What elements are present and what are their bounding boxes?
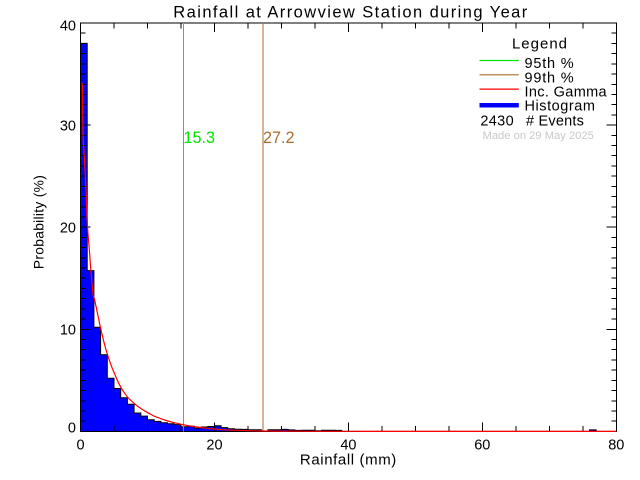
svg-text:15.3: 15.3 <box>184 129 216 147</box>
svg-text:40: 40 <box>60 19 76 35</box>
svg-text:0: 0 <box>76 438 84 454</box>
svg-text:Inc. Gamma: Inc. Gamma <box>525 84 608 100</box>
svg-text:27.2: 27.2 <box>263 129 295 147</box>
svg-text:Histogram: Histogram <box>525 99 596 115</box>
svg-text:Rainfall at Arrowview Station: Rainfall at Arrowview Station during Yea… <box>173 4 528 22</box>
svg-text:Legend: Legend <box>512 35 568 52</box>
svg-text:0: 0 <box>68 421 76 437</box>
svg-text:Probability (%): Probability (%) <box>32 175 47 269</box>
svg-text:# Events: # Events <box>526 113 584 129</box>
svg-text:60: 60 <box>474 438 490 454</box>
svg-text:2430: 2430 <box>480 113 514 129</box>
svg-text:80: 80 <box>608 438 624 454</box>
svg-text:10: 10 <box>60 323 76 339</box>
svg-text:Rainfall (mm): Rainfall (mm) <box>300 452 397 469</box>
svg-text:Made on 29 May 2025: Made on 29 May 2025 <box>483 130 594 142</box>
svg-text:20: 20 <box>60 221 76 237</box>
svg-text:95th %: 95th % <box>525 56 575 72</box>
svg-text:20: 20 <box>206 438 222 454</box>
svg-text:99th %: 99th % <box>525 70 575 86</box>
svg-text:40: 40 <box>340 438 356 454</box>
svg-text:30: 30 <box>60 119 76 135</box>
